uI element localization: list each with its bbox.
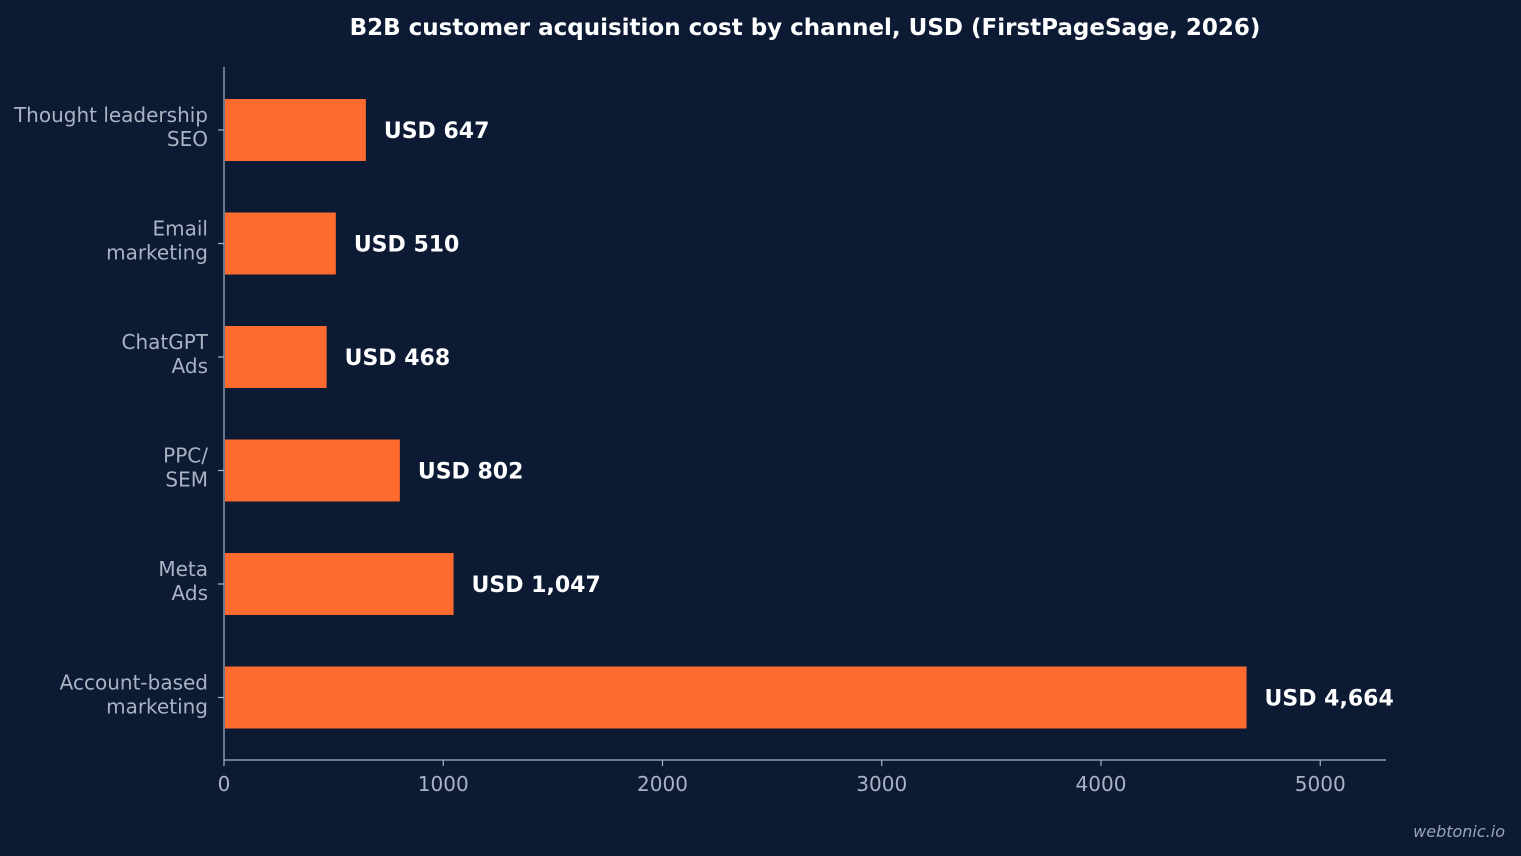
x-ticks: 0 1000 2000 3000 4000 5000 [218,129,1346,796]
category-label-line: Ads [172,354,208,378]
category-label-5: Account-based marketing [60,671,208,719]
bar-1 [225,212,336,275]
data-labels: USD 647 USD 510 USD 468 USD 802 USD 1,047 USD… [345,119,1394,712]
category-label-0: Thought leadership SEO [13,103,208,151]
data-label-5: USD 4,664 [1265,687,1394,712]
bar-3 [225,439,400,502]
data-label-3: USD 802 [418,460,524,485]
category-label-line: SEM [165,468,208,492]
category-label-3: PPC/SEM [163,444,208,492]
data-label-1: USD 510 [354,233,460,258]
chart-title: B2B customer acquisition cost by channel… [350,15,1261,41]
x-tick-label-3: 3000 [856,772,907,796]
category-label-2: ChatGPT Ads [121,330,208,378]
data-label-4: USD 1,047 [472,573,601,598]
category-label-line: marketing [106,695,208,719]
category-label-line: Meta [158,557,208,581]
category-label-line: SEO [167,127,208,151]
category-label-4: Meta Ads [158,557,208,605]
x-tick-label-5: 5000 [1295,772,1346,796]
bar-5 [225,666,1247,729]
category-label-line: marketing [106,241,208,265]
x-tick-label-1: 1000 [418,772,469,796]
bar-2 [225,326,327,388]
watermark: webtonic.io [1413,822,1505,841]
category-label-line: Email [153,217,209,241]
category-label-line: Ads [172,581,208,605]
category-label-line: PPC/ [163,444,208,468]
category-label-line: Account-based [60,671,208,695]
data-label-2: USD 468 [345,346,451,371]
category-label-1: Email marketing [106,217,208,265]
category-label-line: Thought leadership [13,103,208,127]
bar-4 [225,553,454,615]
bars [225,99,1247,729]
category-label-line: ChatGPT [121,330,208,354]
bar-0 [225,99,366,161]
x-tick-label-0: 0 [218,772,231,796]
data-label-0: USD 647 [384,119,490,144]
x-tick-label-2: 2000 [637,772,688,796]
axes [223,67,1386,761]
x-tick-label-4: 4000 [1076,772,1127,796]
